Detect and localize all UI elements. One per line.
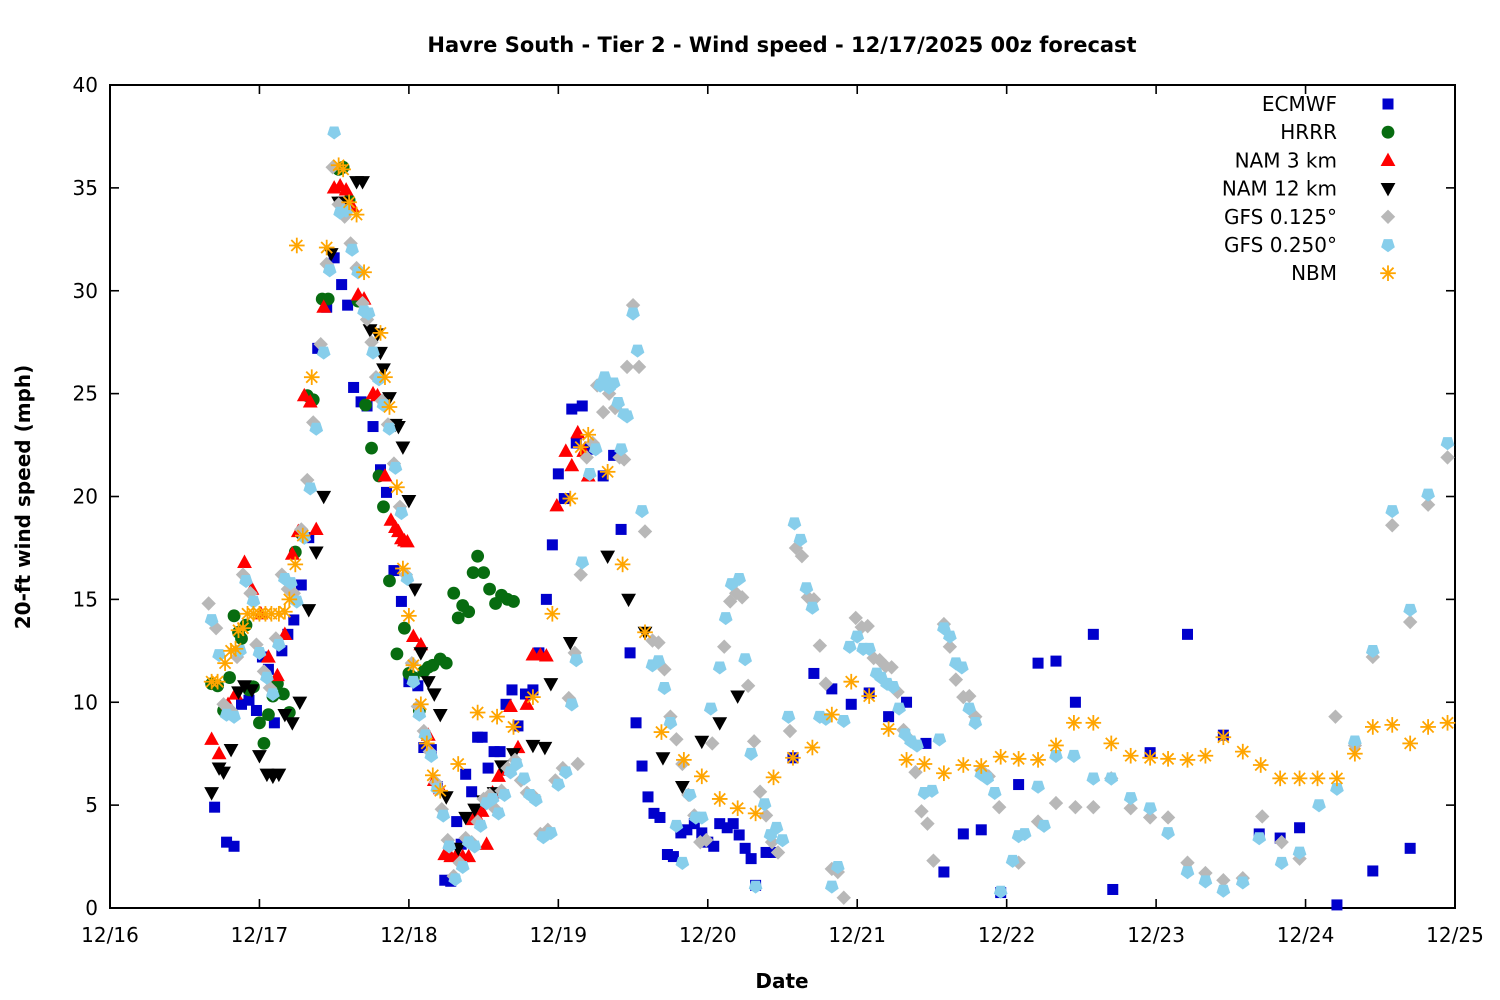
x-tick-label: 12/24 [1277,923,1335,947]
legend-label: NAM 3 km [1235,148,1337,172]
series-gfs-0-250- [204,126,1455,899]
legend-entry-hrrr: HRRR [1280,120,1395,144]
x-tick-label: 12/23 [1127,923,1185,947]
legend-label: GFS 0.250° [1224,233,1337,257]
y-tick-label: 10 [73,690,98,714]
y-tick-label: 5 [85,793,98,817]
legend-entry-nbm: NBM [1291,261,1396,285]
legend-entry-nam-3-km: NAM 3 km [1235,148,1396,172]
legend-entry-nam-12-km: NAM 12 km [1222,177,1396,201]
y-tick-label: 35 [73,176,98,200]
chart-legend: ECMWF HRRR NAM 3 km NAM 12 km GFS 0.125° GFS … [1222,92,1396,285]
ecmwf-marker-icon [1382,98,1394,110]
gfs-0-125--marker-icon [1380,209,1396,224]
y-axis-label: 20-ft wind speed (mph) [11,365,35,630]
x-tick-label: 12/18 [380,923,438,947]
series-nam-3-km [204,178,596,863]
legend-entry-gfs-0-125-: GFS 0.125° [1224,205,1396,229]
legend-label: NBM [1291,261,1337,285]
x-tick-label: 12/16 [81,923,139,947]
y-tick-label: 25 [73,382,98,406]
chart-title: Havre South - Tier 2 - Wind speed - 12/1… [427,33,1136,57]
y-tick-label: 15 [73,587,98,611]
x-tick-label: 12/21 [828,923,886,947]
legend-entry-gfs-0-250-: GFS 0.250° [1224,233,1395,257]
x-axis-label: Date [755,969,808,993]
x-tick-label: 12/19 [530,923,588,947]
series-hrrr [205,160,520,750]
legend-label: GFS 0.125° [1224,205,1337,229]
x-tick-label: 12/17 [231,923,289,947]
y-tick-label: 0 [85,896,98,920]
legend-label: NAM 12 km [1222,177,1337,201]
nam-12-km-marker-icon [1380,183,1396,197]
nbm-marker-icon [1380,265,1396,281]
y-tick-label: 20 [73,485,98,509]
nam-3-km-marker-icon [1380,152,1396,166]
x-tick-label: 12/25 [1426,923,1484,947]
hrrr-marker-icon [1381,125,1395,139]
x-tick-label: 12/22 [978,923,1036,947]
y-tick-label: 40 [73,73,98,97]
x-tick-label: 12/20 [679,923,737,947]
legend-entry-ecmwf: ECMWF [1262,92,1394,116]
gfs-0-250--marker-icon [1381,239,1395,253]
series-nam-12-km [204,176,746,857]
y-tick-label: 30 [73,279,98,303]
series-nbm [203,157,1456,822]
data-points-layer [201,126,1456,911]
axis-ticks: 12/16 12/17 12/18 12/19 12/20 12/21 12/22 12/23… [73,73,1484,947]
legend-label: HRRR [1280,120,1337,144]
legend-label: ECMWF [1262,92,1337,116]
